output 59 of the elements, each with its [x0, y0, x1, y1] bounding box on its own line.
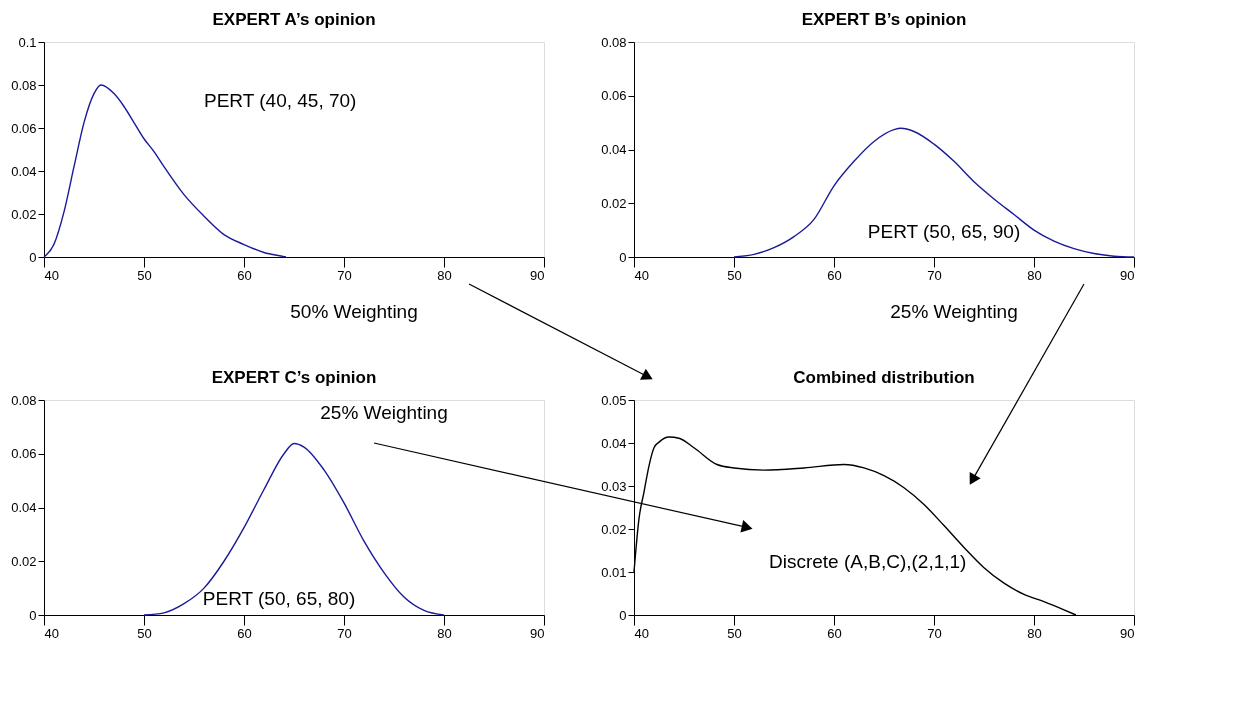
x-tick-label: 50 [137, 625, 152, 641]
y-tick-label: 0.08 [601, 34, 627, 50]
chart-title: EXPERT C’s opinion [211, 368, 377, 387]
y-tick-label: 0.06 [11, 446, 37, 462]
x-tick-label: 90 [530, 625, 545, 641]
y-tick-label: 0.08 [11, 77, 37, 93]
y-tick-label: 0.04 [601, 435, 627, 451]
x-tick-label: 60 [827, 625, 842, 641]
y-tick-label: 0.08 [11, 392, 37, 408]
line-series [733, 127, 1135, 258]
y-tick-label: 0.02 [601, 195, 627, 211]
series-label: Discrete (A,B,C),(2,1,1) [769, 551, 967, 572]
y-tick-label: 0 [29, 249, 37, 265]
x-tick-label: 80 [437, 625, 452, 641]
x-tick-label: 90 [1120, 625, 1135, 641]
annotation: 25% Weighting [320, 401, 448, 423]
chart-title: EXPERT B’s opinion [801, 10, 967, 29]
series-label: PERT (50, 65, 90) [867, 220, 1021, 242]
y-tick-label: 0.06 [11, 120, 37, 136]
x-tick-label: 60 [237, 267, 252, 283]
x-tick-label: 50 [137, 267, 152, 283]
y-tick-label: 0.03 [601, 478, 627, 494]
x-tick-label: 90 [1120, 267, 1135, 283]
y-tick-label: 0 [619, 607, 627, 623]
text: 25% Weighting [890, 301, 1018, 322]
y-tick-label: 0.02 [601, 521, 627, 537]
y-tick-label: 0.1 [18, 34, 37, 50]
text: 50% Weighting [290, 301, 418, 322]
y-tick-label: 0.02 [11, 206, 37, 222]
y-tick-label: 0.01 [601, 564, 627, 580]
y-tick-label: 0.05 [601, 392, 627, 408]
y-tick-label: 0.04 [11, 500, 37, 515]
x-tick-label: 50 [727, 625, 742, 641]
x-tick-label: 70 [337, 267, 352, 283]
y-tick-label: 0 [619, 249, 627, 265]
x-tick-label: 90 [530, 267, 545, 283]
series-label: PERT (50, 65, 80) [202, 587, 356, 609]
text: PERT (40, 45, 70) [204, 89, 357, 111]
x-tick-label: 70 [927, 267, 942, 283]
x-tick-label: 50 [727, 267, 742, 283]
x-tick-label: 40 [44, 625, 59, 641]
x-tick-label: 80 [437, 267, 452, 283]
x-tick-label: 60 [237, 625, 252, 641]
y-tick-label: 0.04 [11, 163, 37, 179]
x-tick-label: 60 [827, 267, 842, 283]
y-tick-label: 0.02 [11, 553, 37, 569]
chart-title: EXPERT A’s opinion [212, 10, 376, 29]
chart-title: Combined distribution [793, 368, 975, 387]
x-tick-label: 40 [44, 267, 59, 283]
y-tick-label: 0.06 [601, 88, 627, 104]
y-tick-label: 0 [29, 607, 37, 623]
x-tick-label: 80 [1027, 267, 1042, 283]
x-tick-label: 70 [927, 625, 942, 641]
x-tick-label: 40 [634, 267, 649, 283]
x-tick-label: 40 [634, 625, 649, 641]
x-tick-label: 80 [1027, 625, 1042, 641]
line-series [143, 442, 445, 616]
x-tick-label: 70 [337, 625, 352, 641]
y-tick-label: 0.04 [601, 142, 627, 157]
